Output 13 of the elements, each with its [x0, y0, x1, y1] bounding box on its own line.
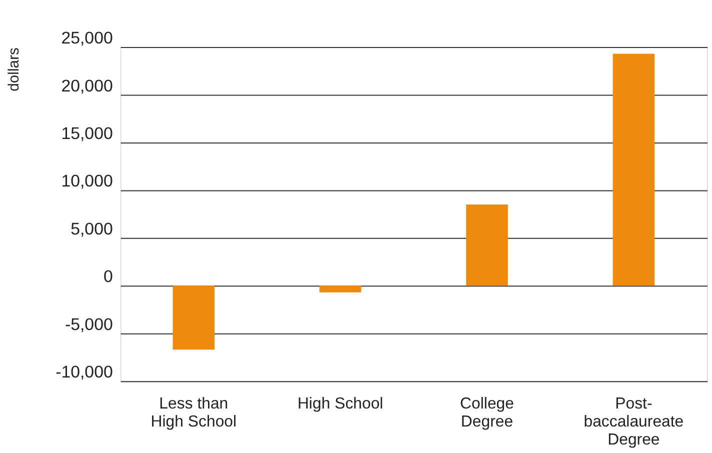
- y-tick-label: 20,000: [61, 76, 113, 96]
- x-tick-label: Less than High School: [150, 395, 237, 430]
- y-axis-title: dollars: [6, 48, 22, 92]
- y-tick-label: 10,000: [61, 172, 113, 191]
- y-tick-label: 15,000: [61, 124, 113, 143]
- y-tick-label: -5,000: [64, 314, 113, 334]
- y-tick-label: 0: [103, 267, 113, 286]
- y-tick-label: 5,000: [70, 219, 113, 238]
- x-tick-label: College Degree: [460, 395, 514, 430]
- x-tick-label: High School: [297, 395, 384, 412]
- y-tick-label: -10,000: [56, 362, 113, 382]
- y-tick-label: 25,000: [61, 28, 113, 48]
- x-tick-label: Post-baccalaureate Degree: [584, 395, 684, 448]
